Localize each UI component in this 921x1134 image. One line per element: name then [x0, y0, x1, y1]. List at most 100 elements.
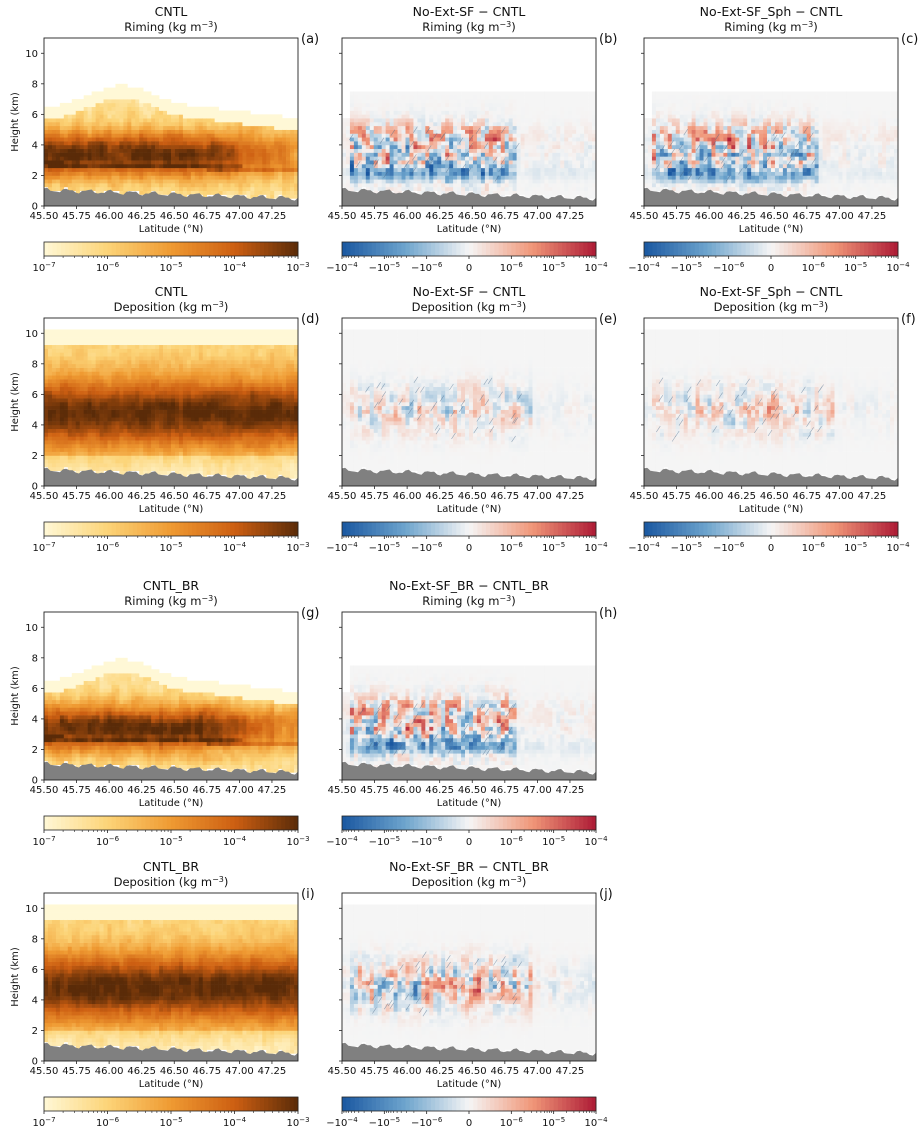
heatmap-cell: [469, 95, 474, 100]
heatmap-cell: [409, 164, 414, 169]
heatmap-cell: [103, 171, 108, 176]
terrain: [342, 187, 596, 206]
heatmap-cell: [182, 125, 188, 130]
heatmap-cell: [751, 99, 756, 104]
heatmap-cell: [465, 118, 470, 123]
hatch-mark: [425, 127, 431, 134]
heatmap-cell: [44, 183, 49, 188]
heatmap-cell: [830, 114, 835, 119]
heatmap-cell: [290, 133, 295, 138]
heatmap-cell: [87, 156, 92, 161]
heatmap-cell: [230, 171, 235, 176]
heatmap-cell: [771, 144, 776, 150]
heatmap-cell: [806, 106, 811, 111]
heatmap-cell: [171, 133, 176, 138]
heatmap-cell: [83, 106, 88, 111]
heatmap-cell: [381, 141, 386, 146]
heatmap-cell: [723, 167, 728, 172]
heatmap-cell: [385, 164, 390, 169]
heatmap-cell: [409, 106, 414, 111]
heatmap-cell: [99, 141, 104, 146]
heatmap-cell: [731, 129, 736, 134]
heatmap-cell: [469, 129, 474, 134]
heatmap-cell: [663, 137, 669, 142]
heatmap-cell: [51, 171, 57, 176]
heatmap-cell: [524, 175, 529, 180]
heatmap-cell: [278, 190, 283, 195]
heatmap-cell: [143, 118, 148, 123]
heatmap-cell: [441, 95, 446, 100]
heatmap-cell: [242, 137, 247, 142]
heatmap-cell: [492, 99, 498, 104]
heatmap-cell: [377, 144, 382, 150]
heatmap-cell: [552, 106, 557, 111]
heatmap-cell: [556, 118, 561, 123]
heatmap-cell: [83, 102, 88, 108]
heatmap-cell: [445, 148, 450, 153]
heatmap-cell: [512, 106, 517, 111]
heatmap-cell: [353, 175, 359, 180]
heatmap-cell: [476, 91, 482, 96]
heatmap-cell: [512, 183, 517, 188]
colorbar-swatch: [213, 242, 218, 256]
heatmap-cell: [647, 141, 653, 146]
heatmap-cell: [671, 125, 677, 130]
heatmap-cell: [782, 164, 788, 169]
heatmap-cell: [484, 129, 490, 134]
heatmap-cell: [397, 137, 402, 142]
heatmap-cell: [504, 167, 509, 172]
heatmap-cell: [814, 148, 819, 153]
heatmap-cell: [453, 118, 458, 123]
colorbar-swatch: [498, 242, 504, 256]
heatmap-cell: [87, 110, 92, 115]
heatmap-cell: [155, 175, 160, 180]
heatmap-cell: [286, 129, 291, 134]
heatmap-cell: [703, 144, 708, 150]
heatmap-cell: [409, 99, 414, 104]
heatmap-cell: [449, 129, 454, 134]
heatmap-cell: [365, 114, 371, 119]
heatmap-cell: [528, 129, 533, 134]
heatmap-cell: [79, 167, 84, 172]
heatmap-cell: [739, 152, 744, 157]
heatmap-cell: [763, 160, 768, 165]
heatmap-cell: [131, 186, 136, 192]
heatmap-cell: [540, 106, 545, 111]
heatmap-cell: [500, 144, 506, 150]
heatmap-cell: [342, 175, 347, 180]
heatmap-cell: [715, 167, 720, 172]
colorbar-swatch: [481, 242, 487, 256]
heatmap-cell: [679, 106, 684, 111]
heatmap-cell: [202, 164, 208, 169]
heatmap-cell: [588, 167, 593, 172]
heatmap-cell: [846, 125, 851, 130]
heatmap-cell: [139, 133, 144, 138]
heatmap-cell: [67, 144, 73, 150]
heatmap-cell: [99, 102, 104, 108]
heatmap-cell: [429, 106, 434, 111]
heatmap-cell: [715, 91, 720, 96]
heatmap-cell: [262, 175, 267, 180]
heatmap-cell: [699, 167, 704, 172]
heatmap-cell: [457, 106, 462, 111]
heatmap-cell: [377, 171, 382, 176]
heatmap-cell: [151, 175, 156, 180]
heatmap-cell: [759, 133, 764, 138]
heatmap-cell: [139, 144, 144, 150]
heatmap-cell: [83, 152, 88, 157]
heatmap-cell: [496, 160, 502, 165]
colorbar-tick-label: 10−4: [584, 261, 608, 274]
heatmap-cell: [449, 167, 454, 172]
heatmap-cell: [397, 183, 402, 188]
heatmap-cell: [270, 133, 275, 138]
heatmap-cell: [282, 190, 287, 195]
colorbar-tick-label: −10−6: [411, 261, 443, 274]
heatmap-cell: [135, 175, 140, 180]
heatmap-cell: [123, 129, 128, 134]
heatmap-cell: [472, 190, 478, 195]
heatmap-cell: [413, 160, 418, 165]
heatmap-cell: [353, 118, 359, 123]
heatmap-cell: [250, 114, 255, 119]
heatmap-cell: [123, 95, 128, 100]
heatmap-cell: [59, 110, 65, 115]
